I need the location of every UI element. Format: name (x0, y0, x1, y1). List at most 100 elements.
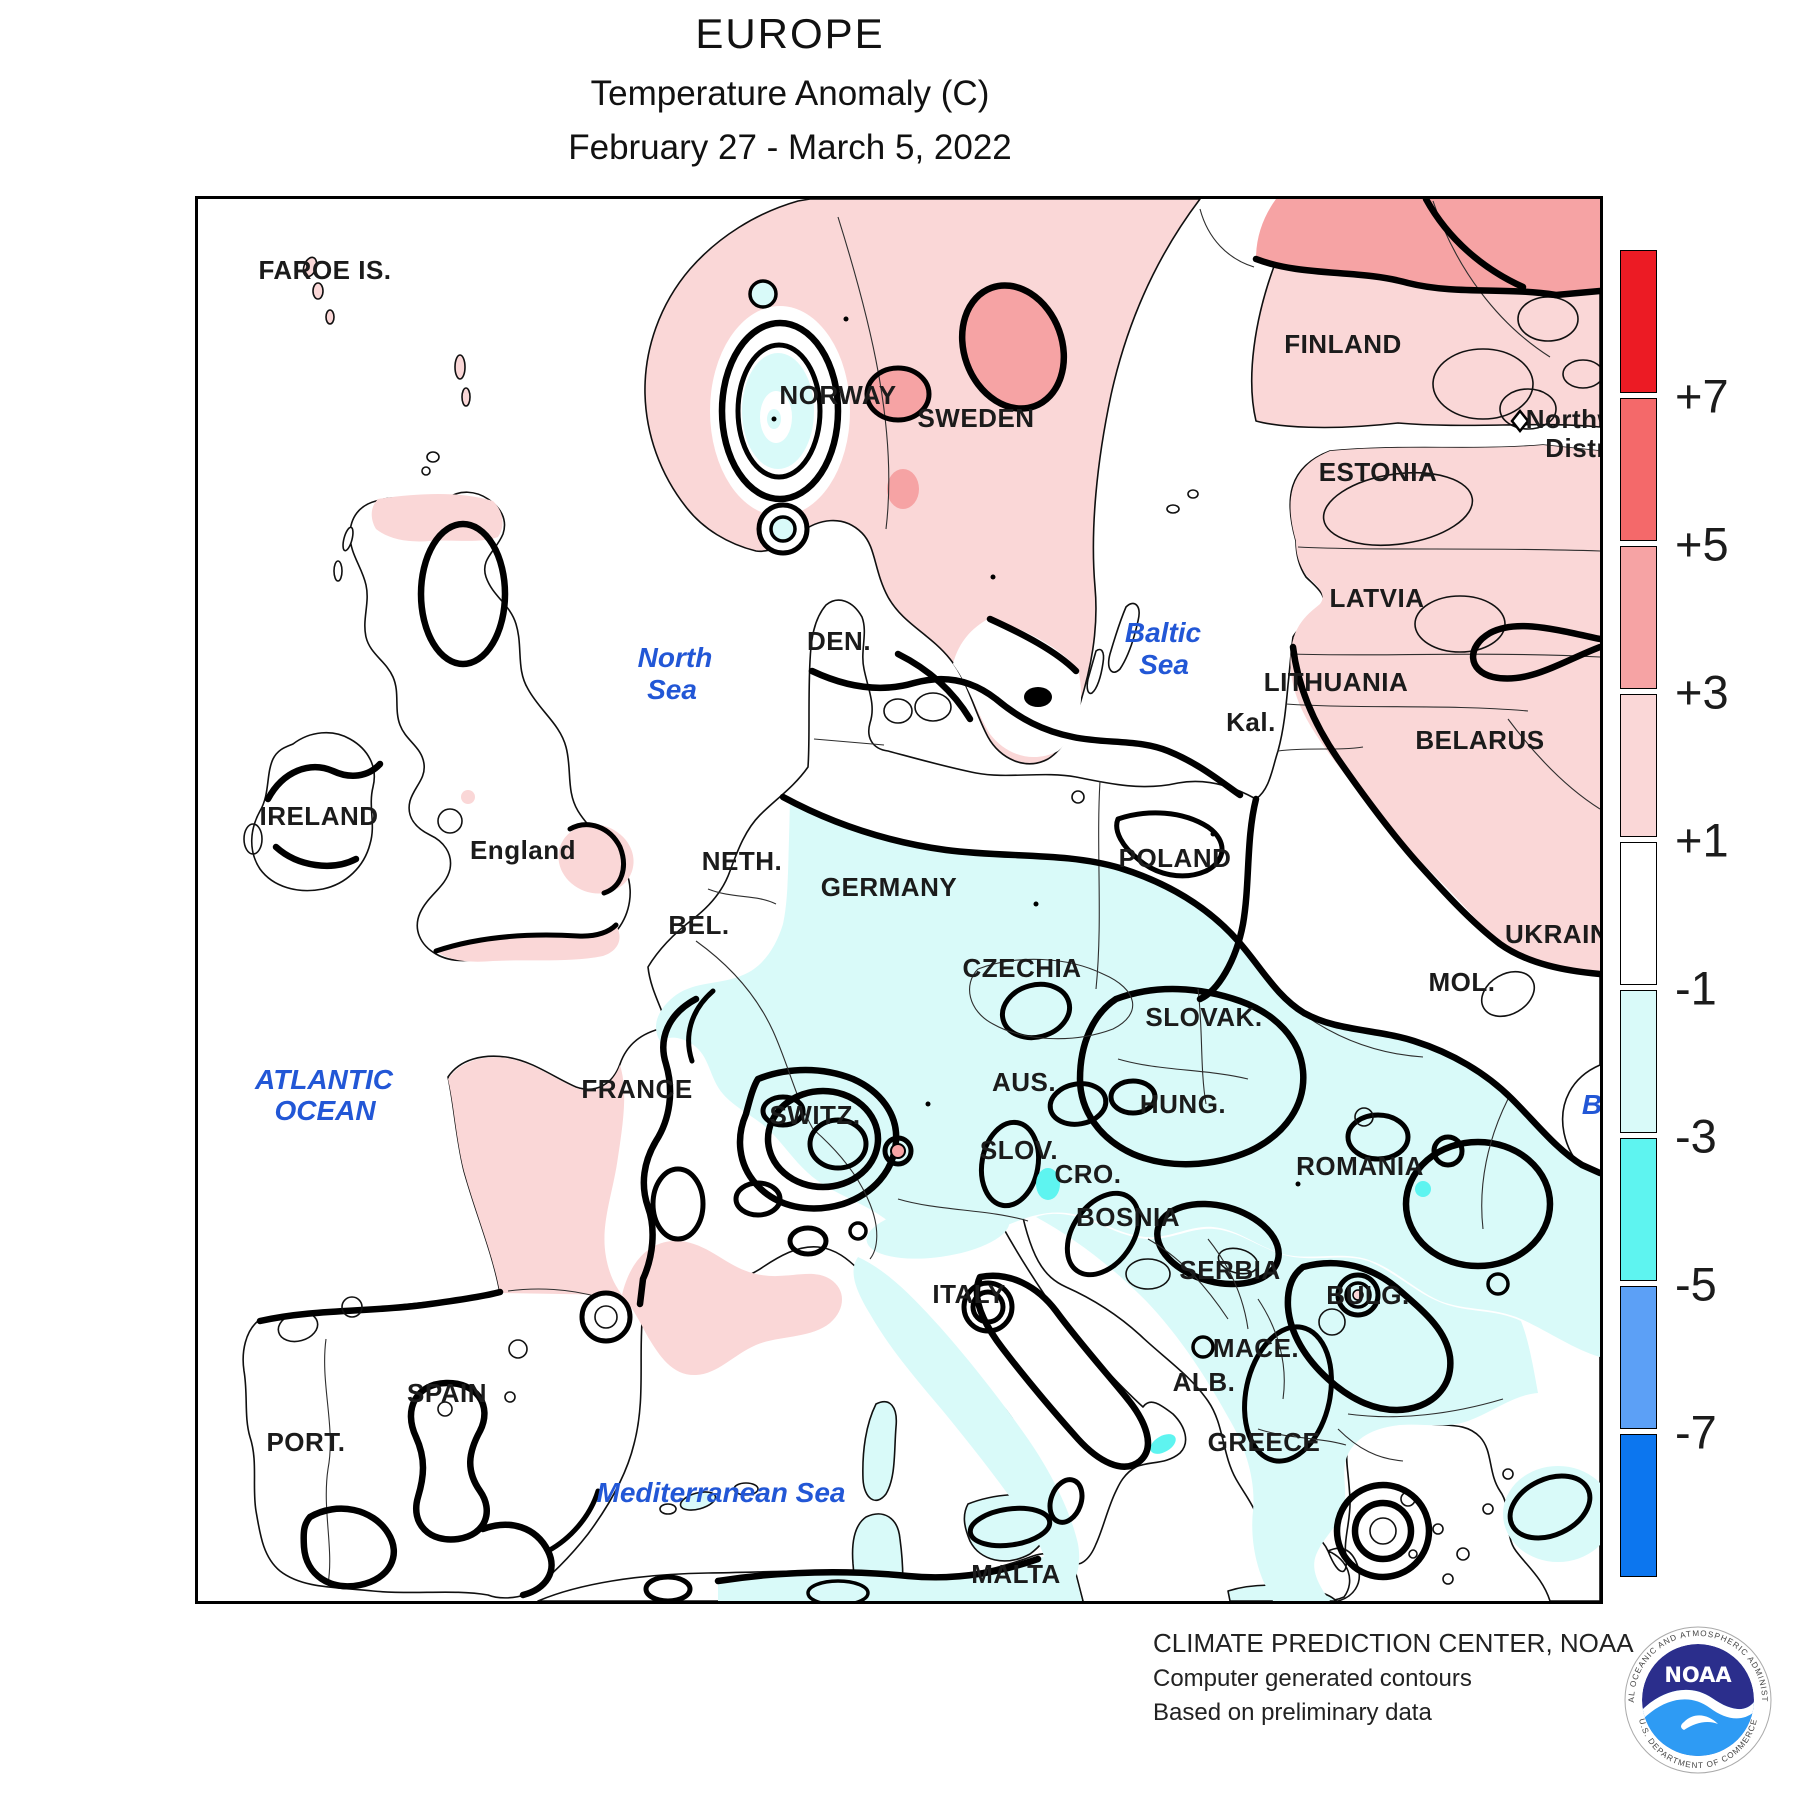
cold-patches (277, 981, 1593, 1601)
italy-core-ring (961, 1280, 1015, 1334)
faroe-2 (312, 282, 324, 300)
iberia-figure8 (407, 1379, 490, 1543)
turkey-bullseye-outer (1333, 1481, 1433, 1581)
italy-cold-band (973, 1272, 1152, 1470)
map-label-slovenia: SLOV. (980, 1135, 1058, 1165)
romania-cold-1 (1345, 1112, 1411, 1162)
serbia-blue-core (1217, 1247, 1259, 1275)
map-label-greece: GREECE (1208, 1427, 1321, 1457)
ibiza (659, 1503, 677, 1515)
title-block: EUROPE Temperature Anomaly (C) February … (170, 10, 1410, 168)
oland (1086, 648, 1105, 695)
england-south-contour (433, 922, 619, 954)
map-label-malta: MALTA (971, 1559, 1061, 1589)
map-label-atlantic-2: OCEAN (274, 1095, 376, 1126)
shetland-2 (461, 387, 471, 407)
sweden-salmon-blob-1 (868, 369, 928, 419)
iberia-sw-loop (300, 1505, 398, 1590)
contour-poland-loop (1114, 810, 1225, 879)
anomaly-cyan-balkans (1036, 1213, 1538, 1601)
map-label-bulgaria: BULG. (1326, 1280, 1409, 1310)
map-label-latvia: LATVIA (1330, 583, 1425, 613)
calabria-cold-patch (1047, 1477, 1085, 1525)
aegean-islet-6 (1442, 1573, 1454, 1585)
map-label-kal: Kal. (1226, 707, 1276, 737)
contour-finland-north (1252, 255, 1600, 299)
south-england-pink (436, 925, 620, 962)
heel-cold-sliver (1150, 1434, 1176, 1454)
map-label-slovakia: SLOVAK. (1145, 1002, 1262, 1032)
romania-white-pocket (1402, 1138, 1554, 1270)
logo-swoosh (1642, 1689, 1754, 1720)
map-label-northw: Northw (1526, 404, 1600, 434)
iberia-north-line (256, 1288, 504, 1325)
legend-band-6 (1620, 1138, 1657, 1281)
legend-band-3 (1620, 694, 1657, 837)
contour-denmark (808, 667, 1244, 799)
spain-pink-1 (341, 1296, 363, 1318)
bosnia-white-blob (1125, 1258, 1171, 1290)
africa-white-ring (643, 1574, 693, 1601)
map-label-czechia: CZECHIA (962, 953, 1081, 983)
map-label-atlantic-1: ATLANTIC (254, 1064, 394, 1095)
bulgaria-bullseye-mid (1344, 1281, 1372, 1309)
norway-south-ring (756, 502, 810, 556)
wales-pink-1 (437, 808, 463, 834)
legend-tick--1: -1 (1675, 961, 1717, 1014)
france-snake (636, 995, 700, 1308)
map-label-hungary: HUNG. (1140, 1089, 1226, 1119)
map-label-ireland: IRELAND (259, 801, 378, 831)
sweden-blob1-ring (864, 365, 932, 423)
africa-contour (714, 1555, 1042, 1585)
map-label-macedonia: MACE. (1213, 1333, 1299, 1363)
map-label-mol: MOL. (1429, 967, 1496, 997)
turkey-bullseye-core (1369, 1517, 1397, 1545)
sweden-salmon-blob-2 (963, 286, 1063, 408)
district-marker (1510, 408, 1530, 434)
legend-band-1 (1620, 398, 1657, 541)
sweden-blob2-ring (958, 282, 1068, 412)
france-ring (650, 1166, 706, 1242)
croatia-cold-patch (1064, 1190, 1142, 1278)
anomaly-pink-west-france (448, 1057, 625, 1295)
wales-pink-2 (461, 790, 475, 804)
map-label-belarus: BELARUS (1415, 725, 1544, 755)
austria-cold-2 (1108, 1078, 1158, 1116)
contour-finland-ne (1422, 199, 1527, 291)
shetland-1 (454, 354, 466, 380)
legend-tick--7: -7 (1675, 1405, 1717, 1458)
map-label-austria: AUS. (992, 1067, 1056, 1097)
mallorca (679, 1491, 717, 1511)
map-label-bosnia: BOSNIA (1076, 1202, 1180, 1232)
thick-contours (256, 199, 1600, 1601)
legend-tick-+3: +3 (1675, 665, 1729, 718)
spain-pink-2 (508, 1339, 528, 1359)
catalonia-core (594, 1305, 618, 1329)
lake-vanern-dark (1024, 687, 1052, 707)
map-label-den: DEN. (807, 626, 871, 656)
legend-band-2 (1620, 546, 1657, 689)
bulgaria-bullseye-outer (1335, 1272, 1381, 1318)
map-label-distri: Distri (1545, 433, 1600, 463)
catalonia-ring (579, 1290, 633, 1344)
corsica (862, 1401, 898, 1502)
latvia-white-pocket (1414, 595, 1506, 653)
map-label-baltic-sea-1: Baltic (1125, 617, 1202, 648)
bavaria-cold-small (1036, 1168, 1060, 1200)
map-label-black-sea-b: B (1582, 1089, 1600, 1120)
bulgaria-blue-core (1318, 1308, 1346, 1336)
alps-ring-outer (764, 1087, 882, 1191)
legend-ticks: +7 +5 +3 +1 -1 -3 -5 -7 (1675, 250, 1795, 1590)
aegean-islet-7 (1408, 1549, 1418, 1559)
hebrides-2 (333, 560, 343, 582)
africa-cold-blob (806, 1579, 870, 1601)
estonia-white-pocket (1322, 472, 1474, 546)
map-label-finland: FINLAND (1284, 329, 1402, 359)
legend-band-8 (1620, 1434, 1657, 1577)
aegean-islet-3 (1456, 1547, 1470, 1561)
turkey-bullseye-mid (1351, 1499, 1415, 1563)
ireland-south-contour (272, 843, 360, 869)
attribution-line1: CLIMATE PREDICTION CENTER, NOAA (1153, 1628, 1634, 1658)
po-valley-cyan (866, 1203, 1010, 1259)
legend-tick-+5: +5 (1675, 517, 1729, 570)
